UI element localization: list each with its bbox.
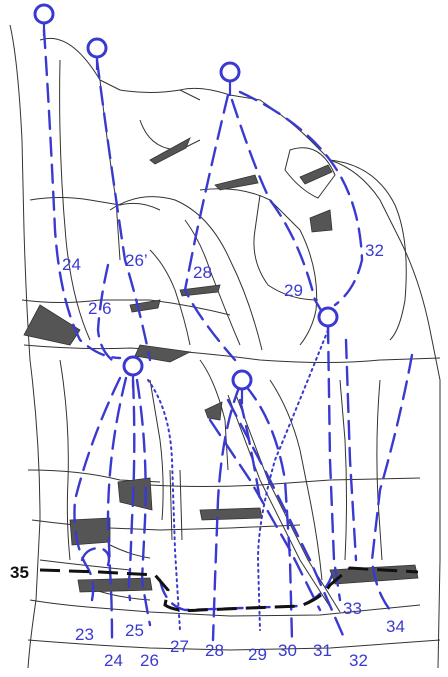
route-27-dotted-line (147, 379, 181, 631)
route-label-28-lower: 28 (205, 641, 224, 660)
route-base-loop (80, 546, 111, 567)
route-24-line (106, 376, 128, 642)
route-label-24-upper: 24 (62, 255, 81, 274)
route-lines (42, 28, 414, 642)
route-34-line (370, 353, 414, 612)
route-33-line (326, 323, 342, 602)
anchor-route-23-26 (122, 355, 144, 388)
route-35-line (39, 566, 419, 612)
route-24-upper-line (42, 28, 122, 360)
route-label-25: 25 (125, 621, 144, 640)
route-label-33: 33 (343, 599, 362, 618)
anchor-route-28-32-lower (231, 369, 253, 404)
anchor-ring-icon (231, 369, 253, 391)
route-label-31: 31 (313, 641, 332, 660)
route-26-line (135, 378, 152, 627)
route-label-26-prime: 26’ (125, 251, 148, 270)
route-label-30: 30 (278, 641, 297, 660)
anchor-ring-icon (33, 3, 55, 25)
route-labels: 24 26’ 28 29 32 2 6 35 23 24 25 26 27 28… (10, 241, 405, 670)
anchor-route-28-29-32 (219, 61, 241, 96)
route-32-upper-line (238, 90, 364, 307)
route-label-34: 34 (386, 617, 405, 636)
route-label-29-lower: 29 (248, 645, 267, 664)
route-label-24-lower: 24 (104, 651, 123, 670)
route-base-connector (158, 573, 334, 612)
route-23-line (73, 376, 122, 602)
route-29-dotted-line (256, 329, 329, 631)
route-label-35: 35 (10, 563, 29, 582)
route-26-upper-line (96, 263, 114, 362)
anchor-ring-icon (122, 355, 144, 377)
route-28-lower-line (211, 383, 242, 642)
anchor-ring-icon (219, 61, 241, 83)
anchor-ring-icon (86, 37, 108, 59)
route-label-29-upper: 29 (284, 281, 303, 300)
route-label-26-lower: 26 (140, 651, 159, 670)
anchor-ring-icon (317, 306, 339, 328)
route-label-32-lower: 32 (349, 651, 368, 670)
route-label-27: 27 (170, 637, 189, 656)
anchor-route-33 (317, 306, 339, 340)
route-30-line (243, 383, 294, 642)
route-31-line (208, 418, 322, 612)
route-25-line (127, 378, 136, 602)
route-28-upper-line (183, 93, 237, 362)
anchor-route-24 (33, 3, 55, 36)
route-33b-line (344, 338, 358, 562)
route-label-2-6: 2 6 (88, 299, 112, 318)
route-26-prime-line (95, 58, 152, 362)
anchor-route-26-prime (86, 37, 108, 70)
route-label-28-upper: 28 (193, 263, 212, 282)
route-29-upper-line (230, 98, 324, 314)
route-label-32-upper: 32 (365, 241, 384, 260)
rock-shadows (23, 137, 419, 593)
route-29-lower-line (238, 398, 262, 502)
route-label-23: 23 (75, 625, 94, 644)
anchors (33, 3, 339, 404)
